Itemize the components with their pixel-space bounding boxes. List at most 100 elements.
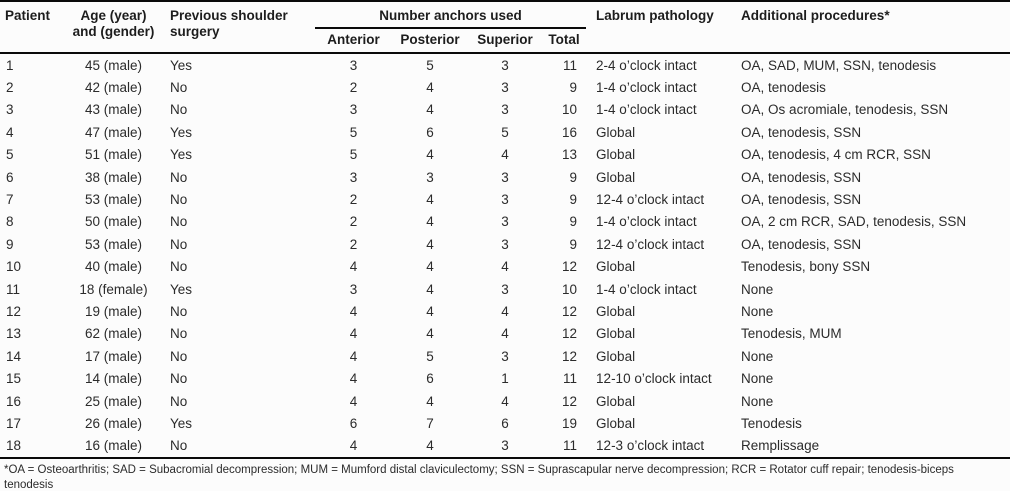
cell-anchors-anterior: 3 bbox=[349, 169, 358, 185]
cell-anchors-anterior: 4 bbox=[349, 259, 358, 275]
cell-patient: 7 bbox=[6, 191, 14, 207]
cell-anchors-posterior: 4 bbox=[426, 102, 434, 118]
cell-patient: 13 bbox=[6, 326, 22, 342]
table-row: 17 26 (male) Yes 6 7 6 19 Global Tenodes… bbox=[0, 413, 1010, 435]
cell-previous-surgery: No bbox=[170, 393, 188, 409]
cell-anchors-total: 19 bbox=[562, 416, 578, 431]
cell-anchors-posterior: 4 bbox=[426, 281, 434, 297]
cell-previous-surgery: Yes bbox=[170, 281, 193, 297]
cell-labrum-pathology: 1-4 o’clock intact bbox=[596, 214, 697, 230]
cell-anchors-superior: 3 bbox=[501, 348, 509, 364]
cell-anchors-anterior: 5 bbox=[349, 147, 358, 163]
cell-previous-surgery: Yes bbox=[170, 124, 193, 140]
cell-additional-procedures: OA, tenodesis, SSN bbox=[741, 236, 862, 252]
cell-anchors-posterior: 4 bbox=[426, 147, 434, 163]
cell-age-gender: 50 (male) bbox=[84, 214, 143, 230]
cell-additional-procedures: OA, Os acromiale, tenodesis, SSN bbox=[741, 102, 949, 118]
cell-patient: 14 bbox=[6, 348, 22, 364]
cell-patient: 2 bbox=[6, 79, 14, 95]
cell-previous-surgery: No bbox=[170, 169, 188, 185]
cell-additional-procedures: Tenodesis bbox=[741, 416, 802, 431]
header-anterior: Anterior bbox=[327, 32, 380, 47]
cell-patient: 5 bbox=[6, 147, 14, 163]
cell-anchors-anterior: 4 bbox=[349, 303, 358, 319]
cell-patient: 1 bbox=[6, 57, 14, 73]
cell-additional-procedures: OA, tenodesis bbox=[741, 79, 826, 95]
cell-anchors-superior: 3 bbox=[501, 79, 509, 95]
header-prev-line2: surgery bbox=[170, 24, 220, 39]
cell-labrum-pathology: 2-4 o’clock intact bbox=[596, 57, 697, 73]
cell-anchors-superior: 4 bbox=[501, 303, 509, 319]
cell-anchors-superior: 3 bbox=[501, 191, 509, 207]
header-additional-procedures: Additional procedures* bbox=[741, 8, 890, 23]
table-row: 7 53 (male) No 2 4 3 9 12-4 o’clock inta… bbox=[0, 188, 1010, 210]
cell-additional-procedures: Tenodesis, bony SSN bbox=[741, 259, 871, 275]
cell-additional-procedures: OA, SAD, MUM, SSN, tenodesis bbox=[741, 57, 937, 73]
cell-labrum-pathology: Global bbox=[596, 348, 636, 364]
cell-anchors-total: 11 bbox=[563, 57, 578, 73]
cell-anchors-superior: 6 bbox=[501, 416, 509, 431]
cell-additional-procedures: OA, tenodesis, SSN bbox=[741, 169, 862, 185]
header-posterior: Posterior bbox=[400, 32, 460, 47]
cell-labrum-pathology: Global bbox=[596, 416, 636, 431]
cell-age-gender: 51 (male) bbox=[84, 147, 143, 163]
cell-anchors-anterior: 5 bbox=[349, 124, 358, 140]
cell-anchors-anterior: 4 bbox=[349, 371, 358, 387]
table-row: 10 40 (male) No 4 4 4 12 Global Tenodesi… bbox=[0, 256, 1010, 278]
cell-previous-surgery: No bbox=[170, 259, 188, 275]
cell-previous-surgery: No bbox=[170, 326, 188, 342]
cell-labrum-pathology: 1-4 o’clock intact bbox=[596, 281, 697, 297]
cell-anchors-superior: 3 bbox=[501, 169, 509, 185]
header-total: Total bbox=[548, 32, 580, 47]
cell-age-gender: 26 (male) bbox=[84, 416, 143, 431]
cell-labrum-pathology: 1-4 o’clock intact bbox=[596, 79, 697, 95]
cell-anchors-total: 12 bbox=[562, 326, 578, 342]
header-superior: Superior bbox=[477, 32, 533, 47]
cell-previous-surgery: Yes bbox=[170, 57, 193, 73]
cell-anchors-superior: 3 bbox=[501, 102, 509, 118]
cell-previous-surgery: No bbox=[170, 348, 188, 364]
table-row: 8 50 (male) No 2 4 3 9 1-4 o’clock intac… bbox=[0, 211, 1010, 233]
table-row: 9 53 (male) No 2 4 3 9 12-4 o’clock inta… bbox=[0, 233, 1010, 255]
cell-anchors-total: 10 bbox=[562, 102, 578, 118]
cell-anchors-posterior: 6 bbox=[426, 371, 434, 387]
cell-anchors-superior: 4 bbox=[501, 259, 509, 275]
cell-labrum-pathology: 12-3 o’clock intact bbox=[596, 438, 705, 454]
table-row: 11 18 (female) Yes 3 4 3 10 1-4 o’clock … bbox=[0, 278, 1010, 300]
cell-anchors-total: 16 bbox=[562, 124, 578, 140]
cell-anchors-anterior: 2 bbox=[349, 236, 358, 252]
cell-patient: 11 bbox=[6, 281, 21, 297]
table-row: 13 62 (male) No 4 4 4 12 Global Tenodesi… bbox=[0, 323, 1010, 345]
table-row: 5 51 (male) Yes 5 4 4 13 Global OA, teno… bbox=[0, 144, 1010, 166]
table-footnote: *OA = Osteoarthritis; SAD = Subacromial … bbox=[4, 464, 954, 491]
cell-age-gender: 38 (male) bbox=[84, 169, 143, 185]
table-body: 1 45 (male) Yes 3 5 3 11 2-4 o’clock int… bbox=[0, 53, 1010, 458]
table-row: 12 19 (male) No 4 4 4 12 Global None bbox=[0, 300, 1010, 322]
table-row: 3 43 (male) No 3 4 3 10 1-4 o’clock inta… bbox=[0, 99, 1010, 121]
cell-anchors-posterior: 3 bbox=[426, 169, 434, 185]
cell-anchors-anterior: 4 bbox=[349, 326, 358, 342]
cell-previous-surgery: No bbox=[170, 214, 188, 230]
table-row: 4 47 (male) Yes 5 6 5 16 Global OA, teno… bbox=[0, 121, 1010, 143]
cell-additional-procedures: None bbox=[741, 371, 774, 387]
cell-anchors-total: 12 bbox=[562, 348, 578, 364]
table-row: 16 25 (male) No 4 4 4 12 Global None bbox=[0, 390, 1010, 412]
cell-anchors-anterior: 4 bbox=[349, 348, 358, 364]
cell-previous-surgery: No bbox=[170, 102, 188, 118]
cell-additional-procedures: OA, tenodesis, SSN bbox=[741, 124, 862, 140]
cell-previous-surgery: Yes bbox=[170, 416, 193, 431]
cell-additional-procedures: Remplissage bbox=[741, 438, 820, 454]
cell-anchors-total: 12 bbox=[562, 303, 578, 319]
cell-additional-procedures: None bbox=[741, 303, 774, 319]
cell-labrum-pathology: 12-10 o’clock intact bbox=[596, 371, 712, 387]
cell-anchors-superior: 3 bbox=[501, 214, 509, 230]
cell-patient: 3 bbox=[6, 102, 14, 118]
cell-anchors-total: 12 bbox=[562, 393, 578, 409]
cell-age-gender: 53 (male) bbox=[84, 236, 143, 252]
header-anchors-group: Number anchors used bbox=[315, 1, 587, 29]
cell-previous-surgery: No bbox=[170, 191, 188, 207]
cell-anchors-anterior: 2 bbox=[349, 214, 358, 230]
cell-patient: 9 bbox=[6, 236, 14, 252]
cell-anchors-total: 9 bbox=[569, 191, 578, 207]
